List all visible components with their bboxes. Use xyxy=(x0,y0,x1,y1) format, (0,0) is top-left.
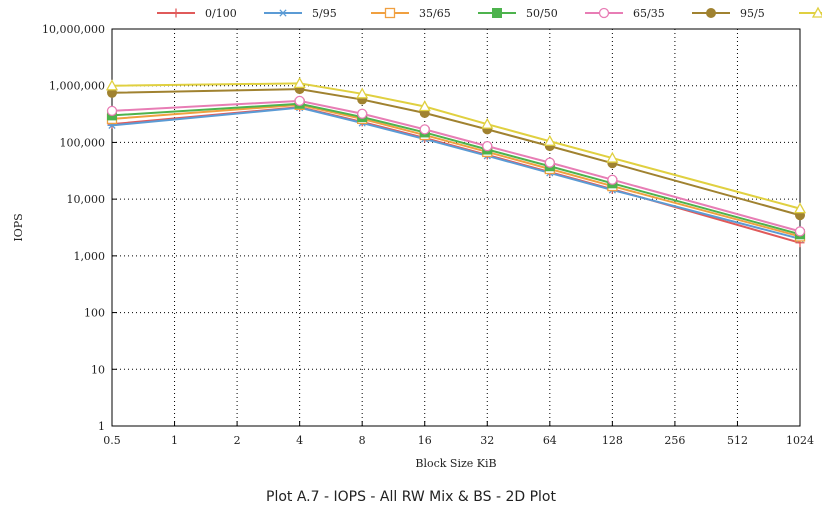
x-tick-label: 128 xyxy=(602,434,623,447)
y-axis: 10,000,000 1,000,000 100,000 10,000 1,000 100… xyxy=(42,23,117,433)
series-line xyxy=(111,102,801,236)
grid xyxy=(111,28,801,427)
x-axis: 0.5 1 2 4 8 16 32 64 128 256 512 1024 xyxy=(103,421,814,447)
data-point xyxy=(356,87,369,99)
data-point xyxy=(544,157,555,168)
series-layer xyxy=(105,77,807,248)
x-tick-label: 0.5 xyxy=(103,434,121,447)
series-line xyxy=(111,88,801,217)
legend-label: 5/95 xyxy=(312,7,337,20)
legend-marker xyxy=(278,9,288,17)
y-tick-label: 10 xyxy=(91,363,105,376)
y-tick-label: 10,000,000 xyxy=(42,23,105,36)
y-tick-label: 1 xyxy=(98,420,105,433)
y-tick-label: 10,000 xyxy=(67,193,106,206)
data-point xyxy=(418,100,431,112)
data-point xyxy=(105,79,119,91)
y-tick-label: 1,000,000 xyxy=(49,80,105,93)
data-point xyxy=(482,140,493,152)
legend-item: 35/65 xyxy=(371,7,451,20)
data-point xyxy=(481,117,494,129)
x-tick-label: 256 xyxy=(664,434,685,447)
legend-label: 35/65 xyxy=(419,7,451,20)
data-point xyxy=(419,124,430,135)
plot-frame xyxy=(111,28,801,427)
x-axis-title: Block Size KiB xyxy=(415,457,496,470)
data-point xyxy=(607,174,618,185)
data-point xyxy=(106,105,118,117)
series-65-35 xyxy=(106,95,806,237)
x-tick-label: 512 xyxy=(727,434,748,447)
data-point xyxy=(293,77,306,89)
series-5-95 xyxy=(107,104,805,243)
legend-item: 65/35 xyxy=(585,7,665,20)
x-tick-label: 4 xyxy=(296,434,303,447)
legend-label: 50/50 xyxy=(526,7,558,20)
series-line xyxy=(111,103,801,238)
legend-item: 100/0 xyxy=(799,6,822,18)
legend-marker xyxy=(706,8,716,18)
data-point xyxy=(294,95,305,107)
legend-label: 0/100 xyxy=(205,7,237,20)
legend-item: 50/50 xyxy=(478,7,558,20)
y-axis-title: IOPS xyxy=(12,213,25,241)
legend-marker xyxy=(384,7,396,19)
legend-label: 95/5 xyxy=(740,7,765,20)
legend-marker xyxy=(171,8,181,18)
legend-item: 5/95 xyxy=(264,7,337,20)
series-line xyxy=(111,82,801,210)
series-line xyxy=(111,106,801,244)
series-0-100 xyxy=(107,102,805,248)
y-tick-label: 1,000 xyxy=(74,250,106,263)
legend: 0/100 5/95 35/65 50/50 65/35 95/5 100/0 xyxy=(157,6,822,20)
x-tick-label: 64 xyxy=(543,434,557,447)
data-point xyxy=(793,202,807,214)
data-point xyxy=(794,226,806,237)
legend-item: 0/100 xyxy=(157,7,237,20)
series-100-0 xyxy=(105,77,807,214)
x-tick-label: 1 xyxy=(171,434,178,447)
y-tick-label: 100,000 xyxy=(60,136,106,149)
data-point xyxy=(357,108,368,119)
legend-marker xyxy=(598,7,610,19)
x-tick-label: 1024 xyxy=(786,434,814,447)
x-tick-label: 2 xyxy=(234,434,241,447)
series-line xyxy=(111,106,801,240)
x-tick-label: 8 xyxy=(359,434,366,447)
data-point xyxy=(543,134,556,146)
legend-label: 65/35 xyxy=(633,7,665,20)
legend-item: 95/5 xyxy=(692,7,765,20)
data-point xyxy=(606,151,619,163)
figure-caption: Plot A.7 - IOPS - All RW Mix & BS - 2D P… xyxy=(266,489,556,505)
legend-marker xyxy=(492,8,502,18)
series-line xyxy=(111,99,801,233)
legend-marker xyxy=(811,6,822,18)
y-tick-label: 100 xyxy=(84,307,105,320)
x-tick-label: 16 xyxy=(418,434,432,447)
x-tick-label: 32 xyxy=(480,434,494,447)
